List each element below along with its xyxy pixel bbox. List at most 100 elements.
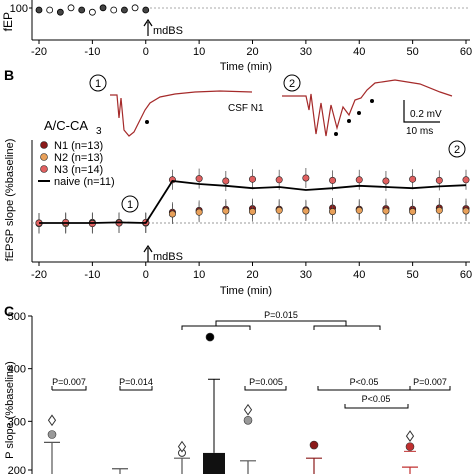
data-point [249,175,257,183]
panel-b-mdbs-arrow [143,244,153,262]
data-point [435,206,443,214]
panel-a-point [35,6,43,14]
pvalue-7: P=0.007 [413,377,447,387]
data-point [329,176,337,184]
data-point [355,206,363,214]
panel-c-ytick-label: 200 [8,465,26,474]
region-label: A/C-CA [44,118,88,133]
panel-c-ytick-label: 400 [8,364,26,376]
trace-2-waveform [282,79,453,137]
legend-swatch [40,165,48,173]
data-point [435,176,443,184]
panel-c-ytick-label: 300 [8,416,26,428]
panel-a-mdbs-arrow [143,18,153,36]
data-point [249,208,257,216]
trace-1-marker [89,74,107,92]
panel-a-point [121,6,128,14]
csf-label: CSF N1 [228,103,264,114]
panel-a: fEP 100 -20 -10 0 10 20 30 40 50 60 Time (min) m… [1,0,472,73]
bracket-4 [244,386,287,391]
mean-line [306,457,322,474]
pvalue-2: P=0.014 [119,377,153,387]
diamond-marker [47,414,57,427]
panel-b-ylabel: fEPSP slope (%baseline) [4,139,16,262]
pvalue-3: P=0.015 [264,310,298,320]
panel-b-xlabel: Time (min) [220,285,272,297]
group-7 [402,430,418,474]
panel-a-point [67,4,75,12]
data-point [409,208,417,216]
series-n2 [35,200,470,234]
data-point [302,207,310,215]
panel-b-xtick-label: 50 [407,269,419,281]
panel-b-xtick-label: 20 [246,269,258,281]
outlier-marker [405,442,415,451]
data-point [195,175,203,183]
data-point [195,208,203,216]
trace-2-dot-3 [357,111,361,115]
panel-a-xtick-label: 10 [193,46,205,58]
panel-a-point [56,8,64,16]
legend-label: N1 (n=13) [54,140,103,152]
pvalue-6: P<0.05 [362,394,391,404]
panel-b: B 1 CSF N1 2 0.2 mV 10 ms A/C-CA 3 N1 (n… [4,67,472,297]
pvalue-4: P=0.005 [249,377,283,387]
trace-1-label: 1 [95,78,101,90]
trace-2-label: 2 [289,78,295,90]
data-point [329,208,337,216]
trace-2-dot-1 [334,132,338,136]
bracket-3 [181,320,381,330]
panel-c-yticks: 200 300 400 500 [8,311,32,474]
panel-b-xtick-label: 30 [300,269,312,281]
panel-b-xtick-label: 10 [193,269,205,281]
panel-b-annot-2: 2 [454,144,460,156]
data-point [462,176,470,184]
mean-line [112,468,128,474]
panel-c-ylabel: P slope (%baseline) [4,361,16,459]
panel-a-point [78,6,86,14]
panel-a-points [35,4,150,16]
panel-a-xtick-label: 50 [407,46,419,58]
panel-b-annot-1: 1 [127,199,133,211]
panel-b-xtick-label: 60 [460,269,472,281]
panel-a-point [142,6,150,14]
panel-b-xticks: -20 -10 0 10 20 30 40 50 60 [31,262,472,281]
pvalue-1: P=0.007 [52,377,86,387]
trace-2-marker [283,74,301,92]
mean-line [44,441,60,474]
panel-a-mdbs-label: mdBS [153,25,183,37]
error-bar [208,378,220,453]
panel-b-series [35,168,470,234]
series-naive [39,180,467,224]
data-point [222,177,230,185]
diamond-marker [405,430,415,442]
outlier-marker [47,430,57,439]
panel-b-mdbs-label: mdBS [153,251,183,263]
trace-1-waveform [110,90,253,137]
scale-bar [403,100,440,123]
bracket-6 [344,404,409,409]
legend-label: naive (n=11) [54,176,115,188]
trace-2-dot-4 [370,99,374,103]
panel-c: C P slope (%baseline) 200 300 400 500 P=0.0… [4,303,451,474]
panel-b-xtick-label: 40 [353,269,365,281]
group-6 [306,440,322,474]
group-4 [203,332,225,474]
panel-c-groups [44,332,418,474]
bracket-7 [409,386,451,391]
data-point [382,177,390,185]
panel-b-xtick-label: -20 [31,269,47,281]
panel-a-point [110,6,118,14]
diamond-marker [177,440,187,453]
panel-a-xtick-label: 20 [246,46,258,58]
bracket-2 [119,386,153,391]
panel-a-xtick-label: 0 [143,46,149,58]
data-point [168,210,176,218]
group-2 [112,468,128,474]
panel-a-point [99,4,107,12]
panel-a-xtick-label: -10 [84,46,100,58]
data-point [409,175,417,183]
data-point [355,176,363,184]
mean-line [240,460,256,474]
